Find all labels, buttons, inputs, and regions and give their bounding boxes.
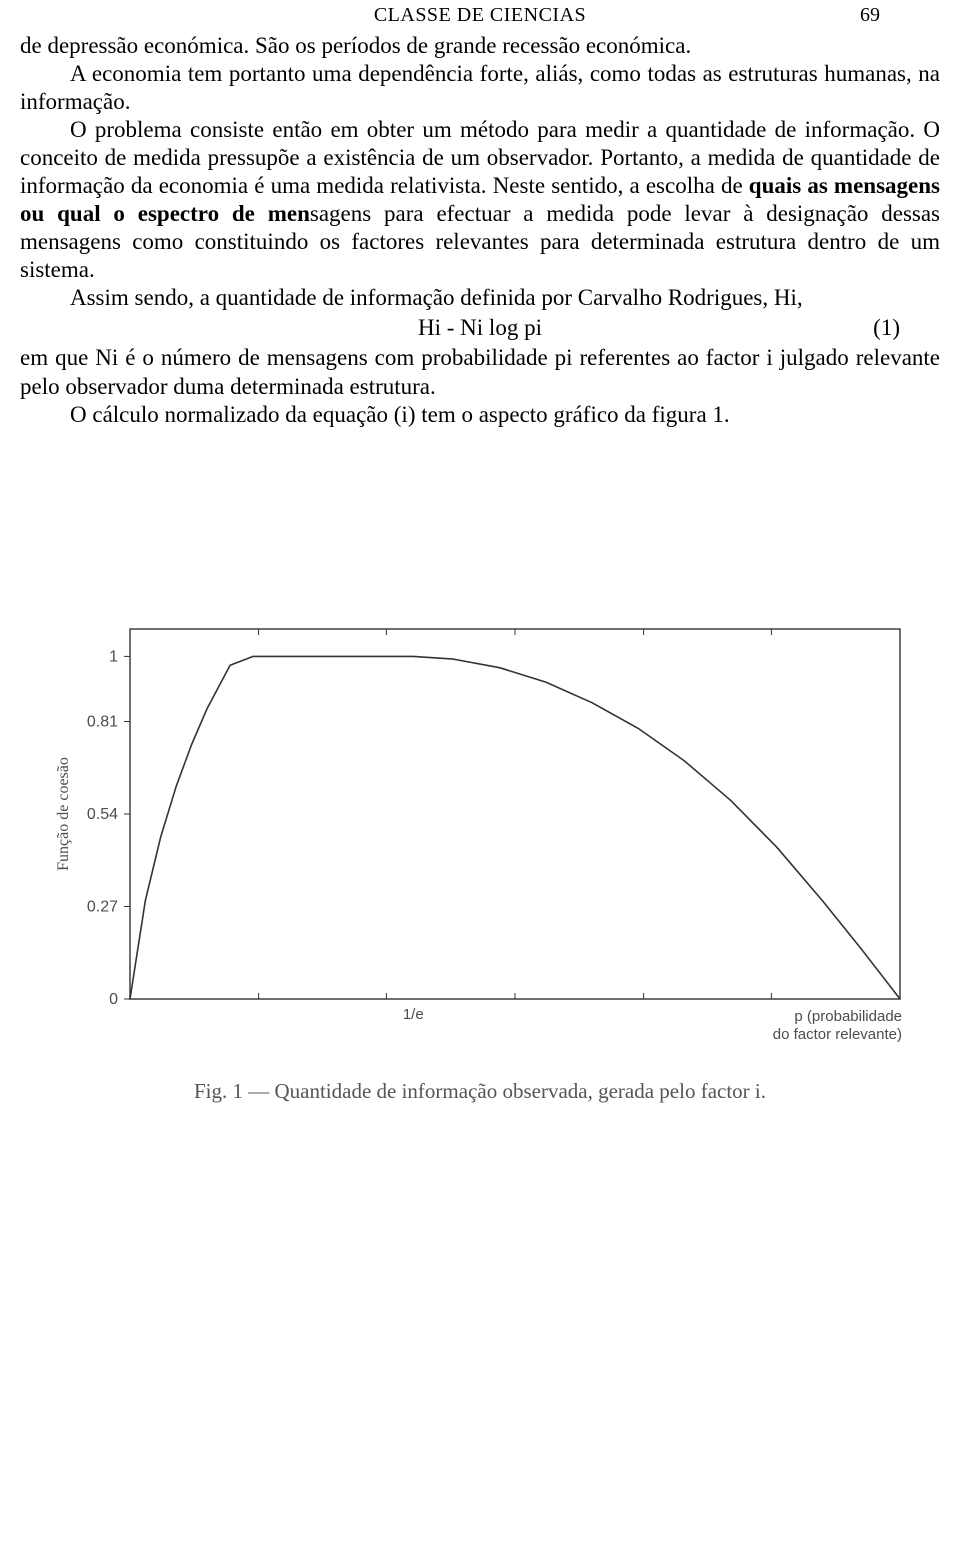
- svg-text:0.54: 0.54: [87, 806, 118, 823]
- svg-text:Função de coesão: Função de coesão: [55, 757, 72, 871]
- svg-text:do factor relevante): do factor relevante): [773, 1026, 902, 1043]
- para-4: Assim sendo, a quantidade de informação …: [20, 284, 940, 312]
- svg-text:0.27: 0.27: [87, 898, 118, 915]
- para-1-continuation: de depressão económica. São os períodos …: [20, 32, 940, 60]
- svg-text:1/e: 1/e: [403, 1006, 424, 1023]
- para-2: A economia tem portanto uma dependência …: [20, 60, 940, 116]
- figure-1-chart: 0 0.27 0.54 0.81 1 1/e p (probabilidadedo fact…: [30, 609, 930, 1069]
- svg-text:1: 1: [109, 648, 118, 665]
- svg-text:p (probabilidade: p (probabilidade: [794, 1008, 902, 1025]
- figure-1-caption: Fig. 1 — Quantidade de informação observ…: [194, 1079, 766, 1104]
- para-5: em que Ni é o número de mensagens com pr…: [20, 344, 940, 400]
- equation-row: Hi - Ni log pi (1): [20, 314, 940, 342]
- para-3: O problema consiste então em obter um mé…: [20, 116, 940, 284]
- para-6: O cálculo normalizado da equação (i) tem…: [20, 401, 940, 429]
- svg-text:0.81: 0.81: [87, 713, 118, 730]
- equation-number: (1): [873, 314, 900, 342]
- running-title: CLASSE DE CIENCIAS: [20, 4, 940, 27]
- page-number: 69: [860, 4, 880, 27]
- equation-text: Hi - Ni log pi: [20, 314, 940, 342]
- svg-text:0: 0: [109, 991, 118, 1008]
